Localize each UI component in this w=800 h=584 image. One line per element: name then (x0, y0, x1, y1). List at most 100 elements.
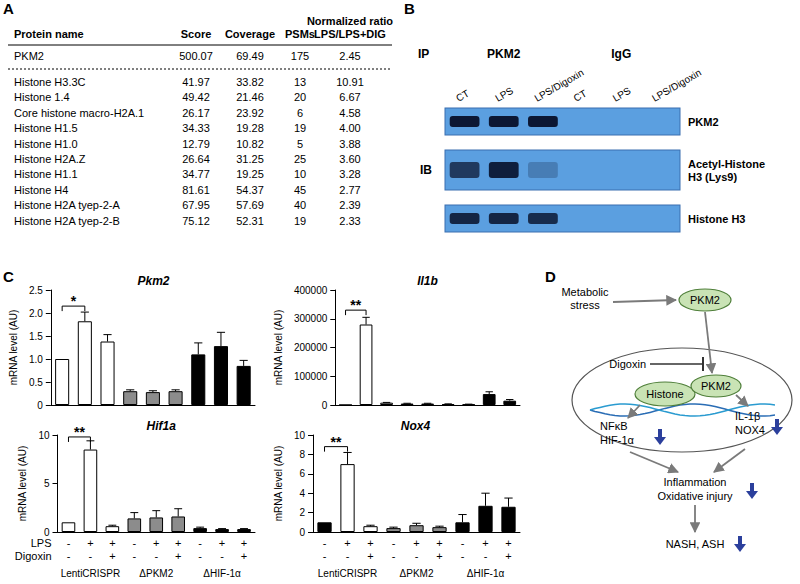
svg-text:Histone H4: Histone H4 (14, 184, 68, 196)
svg-text:Histone H1.1: Histone H1.1 (14, 168, 78, 180)
svg-text:Digoxin: Digoxin (609, 358, 646, 370)
svg-text:67.95: 67.95 (182, 199, 210, 211)
svg-text:+: + (219, 537, 225, 549)
svg-text:4.00: 4.00 (339, 122, 360, 134)
svg-text:ΔHIF-1α: ΔHIF-1α (203, 568, 241, 579)
svg-text:31.25: 31.25 (236, 153, 264, 165)
svg-text:500.07: 500.07 (179, 50, 213, 62)
svg-text:Normalized ratio: Normalized ratio (307, 15, 393, 27)
svg-text:2.0: 2.0 (29, 308, 43, 319)
svg-text:**: ** (74, 424, 85, 440)
svg-text:19: 19 (294, 122, 306, 134)
svg-text:**: ** (350, 297, 361, 313)
svg-text:81.61: 81.61 (182, 184, 210, 196)
svg-text:-: - (415, 550, 419, 562)
svg-text:21.46: 21.46 (236, 91, 264, 103)
svg-text:40: 40 (294, 199, 306, 211)
svg-text:LPS/LPS+DIG: LPS/LPS+DIG (314, 28, 386, 40)
svg-text:-: - (67, 537, 71, 549)
svg-text:C: C (3, 268, 14, 285)
svg-text:-: - (323, 550, 327, 562)
svg-text:19: 19 (294, 215, 306, 227)
svg-text:2.77: 2.77 (339, 184, 360, 196)
svg-text:-: - (154, 550, 158, 562)
svg-text:-: - (89, 550, 93, 562)
svg-text:-: - (392, 550, 396, 562)
svg-text:mRNA level (AU): mRNA level (AU) (17, 446, 28, 522)
svg-text:+: + (87, 537, 93, 549)
svg-text:CT: CT (572, 88, 589, 104)
svg-text:PKM2: PKM2 (14, 50, 44, 62)
svg-text:-: - (198, 537, 202, 549)
svg-text:ΔPKM2: ΔPKM2 (400, 568, 434, 579)
svg-text:4: 4 (299, 488, 305, 499)
svg-text:Histone: Histone (646, 388, 683, 400)
svg-text:+: + (344, 537, 350, 549)
svg-text:*: * (71, 293, 77, 309)
svg-text:Il1b: Il1b (417, 274, 438, 288)
svg-text:Pkm2: Pkm2 (137, 274, 169, 288)
svg-text:26.64: 26.64 (182, 153, 210, 165)
svg-text:13: 13 (294, 76, 306, 88)
svg-text:25: 25 (294, 153, 306, 165)
svg-text:400000: 400000 (294, 285, 328, 296)
svg-text:0: 0 (299, 527, 305, 538)
svg-text:-: - (198, 550, 202, 562)
svg-text:34.77: 34.77 (182, 168, 210, 180)
svg-text:0: 0 (37, 400, 43, 411)
svg-text:Score: Score (181, 28, 212, 40)
svg-text:19.25: 19.25 (236, 168, 264, 180)
svg-text:mRNA level (AU): mRNA level (AU) (273, 310, 284, 386)
svg-text:**: ** (331, 434, 342, 450)
svg-text:LPS/Digoxin: LPS/Digoxin (650, 67, 703, 104)
svg-text:69.49: 69.49 (236, 50, 264, 62)
svg-text:300000: 300000 (294, 313, 328, 324)
svg-text:+: + (175, 537, 181, 549)
svg-text:+: + (436, 550, 442, 562)
svg-text:NOX4: NOX4 (735, 424, 765, 436)
svg-text:Histone H3.3C: Histone H3.3C (14, 76, 86, 88)
svg-text:1.5: 1.5 (29, 331, 43, 342)
svg-text:10: 10 (294, 168, 306, 180)
svg-text:100000: 100000 (294, 371, 328, 382)
svg-text:-: - (461, 537, 465, 549)
svg-text:PSMs: PSMs (285, 28, 315, 40)
svg-text:6: 6 (297, 107, 303, 119)
svg-text:12.79: 12.79 (182, 138, 210, 150)
svg-text:-: - (220, 550, 224, 562)
svg-text:stress: stress (570, 299, 600, 311)
svg-text:45: 45 (294, 184, 306, 196)
svg-text:2.33: 2.33 (339, 215, 360, 227)
svg-text:10.82: 10.82 (236, 138, 264, 150)
svg-text:6: 6 (299, 468, 305, 479)
svg-text:175: 175 (291, 50, 309, 62)
svg-text:4.58: 4.58 (339, 107, 360, 119)
svg-text:Histone 1.4: Histone 1.4 (14, 91, 70, 103)
svg-text:41.97: 41.97 (182, 76, 210, 88)
svg-text:Histone H1.0: Histone H1.0 (14, 138, 78, 150)
svg-text:3.88: 3.88 (339, 138, 360, 150)
svg-text:26.17: 26.17 (182, 107, 210, 119)
svg-text:0: 0 (44, 527, 50, 538)
svg-text:Oxidative injury: Oxidative injury (657, 490, 733, 502)
svg-text:-: - (323, 537, 327, 549)
svg-text:Acetyl-Histone: Acetyl-Histone (688, 158, 765, 170)
svg-text:-: - (67, 550, 71, 562)
svg-text:A: A (3, 0, 14, 17)
svg-text:10.91: 10.91 (336, 76, 364, 88)
svg-text:+: + (367, 537, 373, 549)
svg-text:+: + (367, 550, 373, 562)
svg-text:LPS: LPS (493, 85, 515, 104)
svg-text:2.5: 2.5 (29, 285, 43, 296)
svg-text:8: 8 (299, 449, 305, 460)
svg-text:0: 0 (322, 400, 328, 411)
svg-text:3.28: 3.28 (339, 168, 360, 180)
svg-text:10: 10 (38, 430, 50, 441)
svg-text:-: - (461, 550, 465, 562)
svg-text:HIF-1α: HIF-1α (600, 434, 635, 446)
svg-text:NFκB: NFκB (600, 420, 628, 432)
svg-text:LPS: LPS (31, 537, 52, 549)
svg-text:Histone H3: Histone H3 (688, 213, 745, 225)
svg-text:+: + (505, 550, 511, 562)
svg-text:+: + (241, 550, 247, 562)
